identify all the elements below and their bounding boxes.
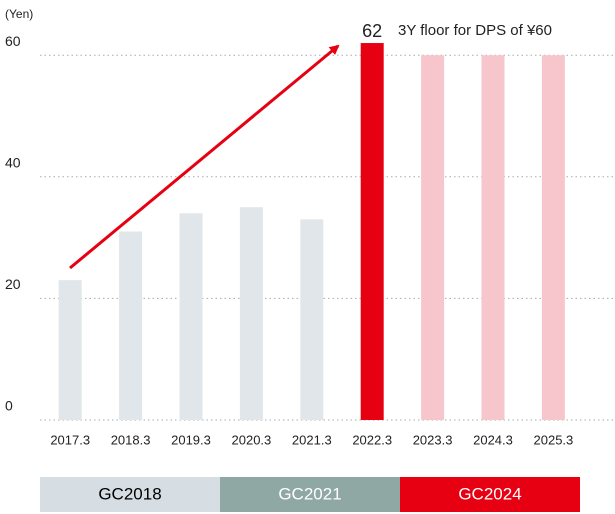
phase-band: [220, 477, 400, 512]
bar: [481, 55, 505, 420]
x-tick-label: 2021.3: [292, 432, 332, 447]
growth-arrow: [69, 44, 340, 270]
phase-label: GC2021: [278, 484, 341, 503]
bar: [541, 55, 565, 420]
x-tick-label: 2020.3: [232, 432, 272, 447]
bar: [58, 280, 82, 420]
bar: [239, 207, 263, 420]
x-tick-label: 2018.3: [111, 432, 151, 447]
bar: [360, 43, 384, 420]
bar: [300, 219, 324, 420]
x-tick-label: 2024.3: [473, 432, 513, 447]
phase-label: GC2018: [98, 484, 161, 503]
x-tick-label: 2023.3: [413, 432, 453, 447]
bar: [179, 213, 203, 420]
x-tick-label: 2019.3: [171, 432, 211, 447]
bar: [119, 231, 143, 420]
annotation: 3Y floor for DPS of ¥60: [398, 22, 552, 39]
phase-band: [40, 477, 220, 512]
x-tick-label: 2017.3: [50, 432, 90, 447]
phase-label: GC2024: [458, 484, 521, 503]
x-tick-label: 2022.3: [352, 432, 392, 447]
bar: [421, 55, 445, 420]
y-tick-label: 20: [5, 276, 21, 292]
data-label: 62: [362, 21, 382, 41]
y-tick-label: 40: [5, 155, 21, 171]
y-tick-label: 0: [5, 398, 13, 414]
x-tick-label: 2025.3: [534, 432, 574, 447]
y-axis-label: (Yen): [5, 7, 33, 21]
phase-band: [400, 477, 580, 512]
y-tick-label: 60: [5, 33, 21, 49]
